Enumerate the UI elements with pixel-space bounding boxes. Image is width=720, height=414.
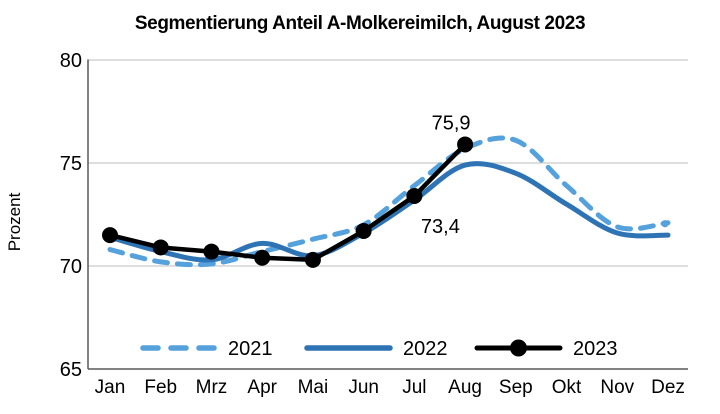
y-tick-75: 75 [60,153,82,175]
y-tick-70: 70 [60,256,82,278]
series-2023-line [107,142,468,263]
legend-item-2021: 2021 [140,338,273,360]
chart-title: Segmentierung Anteil A-Molkereimilch, Au… [134,13,586,34]
data-point [355,222,372,239]
data-point [203,243,220,260]
x-tick-Nov: Nov [600,377,634,398]
legend-label: 2021 [228,338,273,360]
data-point [304,251,321,268]
annotations: 75,9 73,4 [421,112,471,238]
y-tick-65: 65 [60,359,82,381]
x-tick-Okt: Okt [552,377,582,398]
x-tick-Jul: Jul [402,377,426,398]
series-2022-line [107,161,671,263]
data-point [152,239,169,256]
legend-label: 2022 [403,338,448,360]
x-tick-labels: Jan Feb Mrz Apr Mai Jun Jul Aug Sep Okt Nov Dez [95,377,685,398]
legend: 2021 2022 2023 [140,338,618,360]
series-2021-end-dot [661,220,669,228]
y-tick-labels: 80 75 70 65 [60,50,82,381]
x-tick-Aug: Aug [448,377,482,398]
x-tick-Mrz: Mrz [196,377,228,398]
data-point [102,227,118,244]
x-tick-Feb: Feb [144,377,177,398]
x-tick-Dez: Dez [651,377,685,398]
x-tick-Jun: Jun [348,377,379,398]
legend-swatch-marker-dot [510,339,527,357]
annotation-Jul: 73,4 [421,216,460,238]
legend-label: 2023 [573,338,618,360]
data-point [254,249,271,266]
gridlines [88,59,688,267]
annotation-Aug: 75,9 [432,112,471,134]
x-tick-Mai: Mai [298,377,329,398]
legend-item-2022: 2022 [304,338,448,360]
legend-item-2023: 2023 [474,338,618,360]
series-2021-line [107,135,671,268]
series-2023-markers [102,136,474,268]
data-point [406,187,423,204]
x-tick-Jan: Jan [95,377,126,398]
y-tick-80: 80 [60,50,82,72]
x-tick-Sep: Sep [499,377,533,398]
x-tick-Apr: Apr [247,377,277,398]
y-axis-title: Prozent [5,192,24,251]
data-point [457,136,474,153]
